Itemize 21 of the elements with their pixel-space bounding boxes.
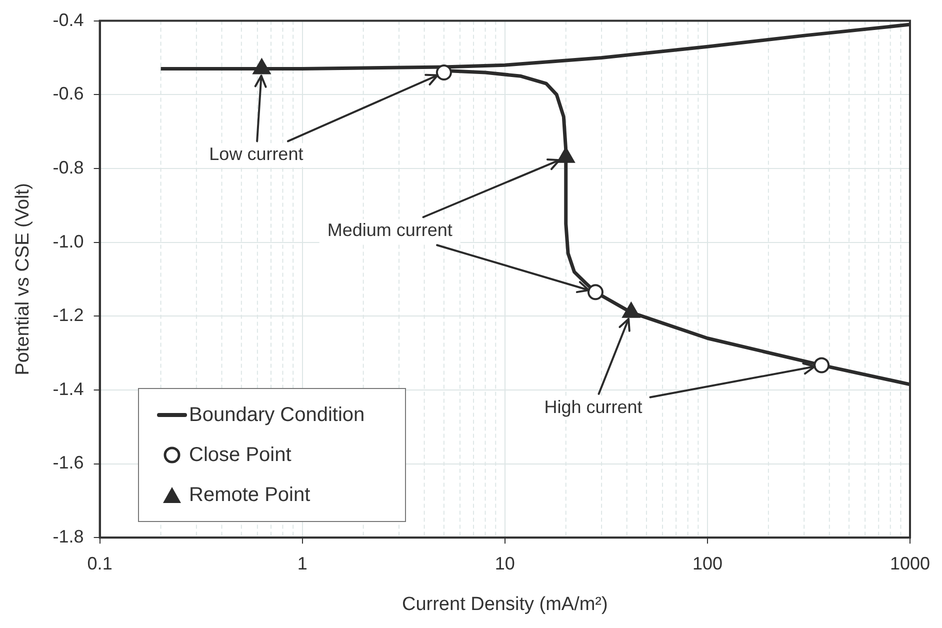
y-tick-label: -1.6 [52,452,84,473]
legend-label: Close Point [189,444,292,466]
x-axis-title: Current Density (mA/m²) [402,594,608,615]
x-tick-label: 10 [494,553,515,574]
y-tick-label: -1.0 [52,231,84,252]
x-tick-label: 1 [297,553,308,574]
legend-label: Boundary Condition [189,404,365,426]
y-axis-title: Potential vs CSE (Volt) [12,183,34,376]
y-tick-label: -1.2 [52,305,84,326]
y-tick-label: -1.8 [52,526,84,547]
x-tick-label: 0.1 [87,553,112,574]
y-tick-label: -0.6 [52,84,84,104]
annotation: High current [544,396,642,417]
legend-label: Remote Point [189,484,310,506]
y-tick-label: -0.4 [52,10,84,30]
annotation: Low current [209,144,304,164]
annotation: Medium current [327,220,452,240]
x-tick-label: 100 [692,553,722,574]
y-tick-label: -1.4 [52,378,84,399]
y-tick-label: -0.8 [52,157,84,178]
x-tick-label: 1000 [890,553,930,574]
